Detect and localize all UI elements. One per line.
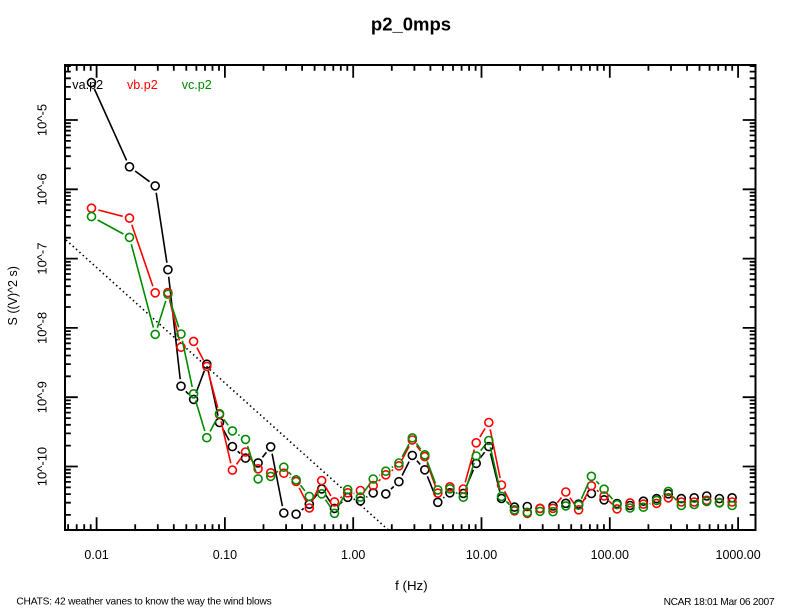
svg-text:p2_0mps: p2_0mps bbox=[371, 13, 451, 34]
svg-text:100.00: 100.00 bbox=[591, 548, 629, 562]
svg-text:0.01: 0.01 bbox=[84, 548, 108, 562]
svg-text:10^-9: 10^-9 bbox=[35, 381, 50, 413]
svg-text:CHATS: 42 weather vanes to kno: CHATS: 42 weather vanes to know the way … bbox=[16, 597, 271, 608]
svg-text:10^-10: 10^-10 bbox=[35, 447, 50, 486]
svg-text:10^-7: 10^-7 bbox=[35, 243, 50, 275]
svg-text:10^-6: 10^-6 bbox=[35, 173, 50, 205]
svg-text:S ((V)^2 s): S ((V)^2 s) bbox=[6, 266, 20, 325]
svg-text:10.00: 10.00 bbox=[466, 548, 497, 562]
svg-text:0.10: 0.10 bbox=[213, 548, 237, 562]
svg-text:1000.00: 1000.00 bbox=[716, 548, 761, 562]
svg-text:NCAR 18:01 Mar 06 2007: NCAR 18:01 Mar 06 2007 bbox=[664, 597, 775, 608]
svg-text:vc.p2: vc.p2 bbox=[182, 78, 212, 92]
svg-text:10^-8: 10^-8 bbox=[35, 312, 50, 344]
svg-text:f (Hz): f (Hz) bbox=[395, 578, 428, 593]
svg-text:vb.p2: vb.p2 bbox=[127, 78, 158, 92]
svg-text:10^-5: 10^-5 bbox=[35, 104, 50, 136]
svg-text:1.00: 1.00 bbox=[341, 548, 365, 562]
